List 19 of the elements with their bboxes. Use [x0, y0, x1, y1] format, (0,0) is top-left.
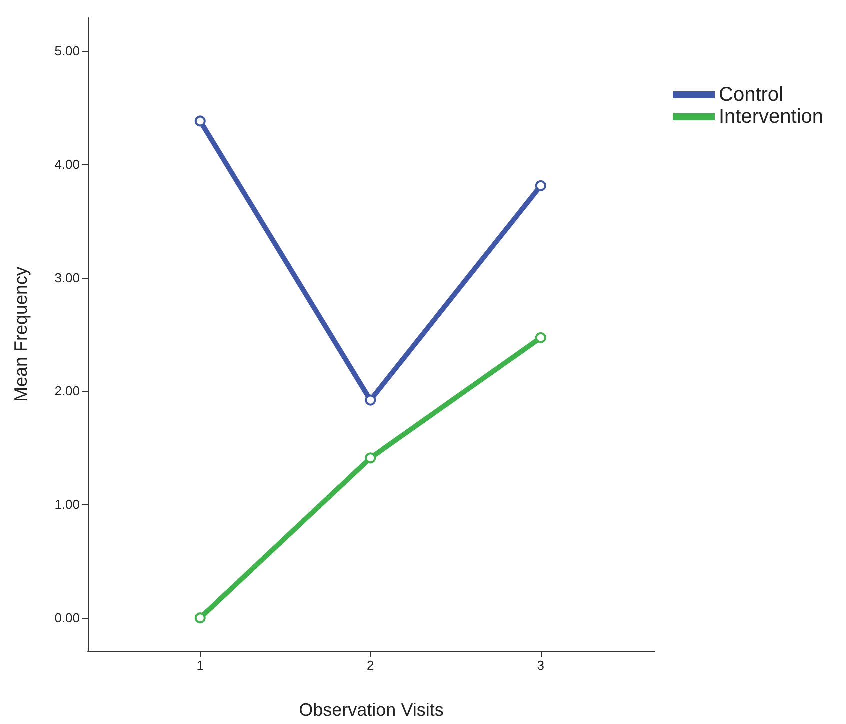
- point: [194, 116, 206, 127]
- x-tick-label: 1: [196, 658, 204, 673]
- point: [365, 452, 376, 464]
- legend-label: Intervention: [719, 106, 824, 128]
- point: [535, 332, 546, 344]
- legend-label: Control: [719, 84, 784, 106]
- point: [535, 180, 546, 192]
- y-tick-label: 0.00: [54, 610, 80, 626]
- point: [194, 612, 206, 624]
- y-tick-label: 2.00: [54, 384, 80, 399]
- y-tick-label: 5.00: [54, 43, 80, 58]
- x-tick-label: 2: [367, 658, 374, 673]
- x-axis-title: Observation Visits: [299, 700, 444, 720]
- y-axis-title: Mean Frequency: [11, 266, 31, 402]
- y-tick-label: 3.00: [54, 270, 80, 286]
- x-tick-label: 3: [537, 658, 545, 673]
- y-tick-label: 1.00: [54, 497, 80, 512]
- point: [365, 394, 376, 406]
- y-tick-label: 4.00: [54, 156, 80, 172]
